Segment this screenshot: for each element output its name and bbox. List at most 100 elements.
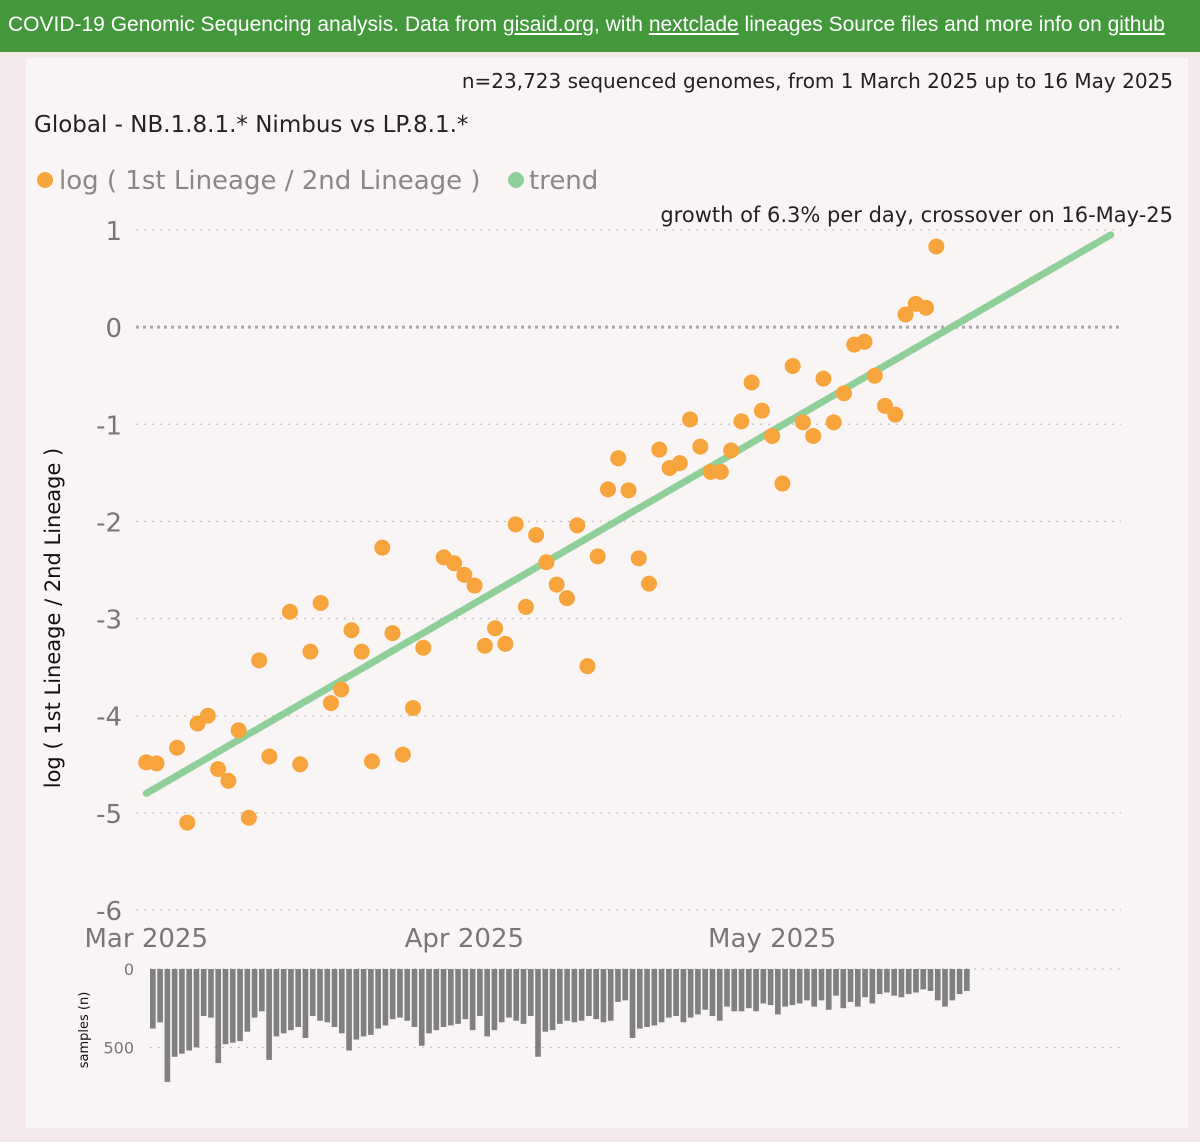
- banner-text-1: COVID-19 Genomic Sequencing analysis. Da…: [8, 13, 503, 36]
- data-point: [169, 739, 186, 756]
- data-point: [466, 577, 483, 594]
- data-point: [764, 427, 781, 444]
- data-point: [866, 367, 883, 384]
- sample-bar: [179, 969, 185, 1054]
- data-point: [723, 442, 740, 459]
- legend-points-label: log ( 1st Lineage / 2nd Lineage ): [59, 166, 481, 196]
- x-tick-label: Apr 2025: [405, 924, 524, 954]
- data-point: [805, 427, 822, 444]
- sample-bar: [426, 969, 432, 1034]
- sample-bar: [527, 969, 534, 1017]
- chart-panel: n=23,723 sequenced genomes, from 1 March…: [26, 58, 1188, 1128]
- sample-bar: [629, 969, 636, 1038]
- sample-bar: [578, 969, 585, 1021]
- scatter-points: [138, 238, 945, 831]
- sample-bar: [229, 969, 236, 1043]
- sample-bar: [738, 969, 745, 1012]
- sample-bar: [549, 969, 556, 1031]
- sample-bar: [266, 969, 272, 1060]
- data-point: [887, 406, 904, 423]
- sample-bar: [353, 969, 360, 1040]
- sample-bar: [157, 969, 163, 1023]
- sample-bar: [680, 969, 687, 1023]
- sample-bar: [498, 969, 505, 1023]
- sample-bar: [331, 969, 338, 1027]
- sample-bar: [913, 969, 919, 993]
- sample-bar: [535, 969, 541, 1057]
- sample-bar: [237, 969, 243, 1042]
- data-point: [302, 643, 319, 660]
- nextclade-link[interactable]: nextclade: [648, 13, 739, 36]
- sample-bar: [259, 969, 265, 1012]
- data-point: [620, 482, 637, 499]
- banner-text-3: lineages Source files and more info on: [738, 13, 1108, 36]
- data-point: [148, 755, 165, 772]
- sample-bar: [244, 969, 251, 1032]
- data-point: [240, 809, 257, 826]
- growth-annotation: growth of 6.3% per day, crossover on 16-…: [660, 203, 1173, 227]
- sample-bar: [789, 969, 796, 1006]
- sample-bar: [760, 969, 767, 1004]
- sample-bar: [804, 969, 810, 1001]
- github-link[interactable]: github: [1107, 13, 1165, 36]
- sample-bar: [215, 969, 222, 1064]
- sample-bar: [208, 969, 214, 1018]
- sample-bar: [273, 969, 280, 1037]
- data-point: [292, 756, 309, 773]
- sample-bar: [840, 969, 847, 1009]
- bar-tick-label: 0: [124, 960, 134, 979]
- y-tick-label: 0: [105, 314, 122, 344]
- sample-bar: [673, 969, 679, 1017]
- bar-tick-labels: 0 500: [103, 960, 134, 1057]
- data-point: [815, 370, 832, 387]
- legend-trend-label: trend: [529, 166, 598, 196]
- x-tick-labels: Mar 2025 Apr 2025 May 2025: [85, 924, 837, 954]
- sample-bar: [506, 969, 512, 1018]
- sample-bar: [164, 969, 171, 1082]
- data-point: [179, 814, 196, 831]
- chart-svg: n=23,723 sequenced genomes, from 1 March…: [34, 69, 1173, 1082]
- sample-bar: [477, 969, 483, 1017]
- data-point: [476, 637, 493, 654]
- data-point: [374, 539, 391, 556]
- sample-bar: [542, 969, 549, 1032]
- sample-bar: [520, 969, 527, 1024]
- legend-trend-marker: [508, 172, 524, 188]
- sample-bar: [571, 969, 578, 1023]
- sample-bar: [709, 969, 716, 1017]
- data-point: [784, 358, 801, 374]
- data-point: [199, 707, 216, 724]
- sample-bar: [782, 969, 788, 1007]
- gisaid-link[interactable]: gisaid.org: [502, 13, 594, 36]
- data-point: [794, 414, 811, 431]
- data-point: [558, 590, 575, 607]
- sample-bar: [905, 969, 912, 995]
- trend-line: [142, 231, 1115, 797]
- data-point: [733, 413, 750, 430]
- y-tick-label: 1: [105, 217, 122, 247]
- sample-bar: [745, 969, 752, 1009]
- sample-bar: [949, 969, 956, 1001]
- data-point: [671, 455, 688, 472]
- data-point: [569, 517, 586, 534]
- data-point: [579, 658, 596, 675]
- legend-points-marker: [37, 172, 53, 188]
- sample-bar: [811, 969, 818, 1007]
- y-tick-label: -1: [96, 411, 122, 441]
- title-banner: COVID-19 Genomic Sequencing analysis. Da…: [0, 0, 1200, 52]
- sample-bar: [280, 969, 287, 1034]
- sample-bar: [622, 969, 629, 1001]
- data-point: [630, 550, 647, 567]
- data-point: [918, 299, 935, 316]
- chart-title: Global - NB.1.8.1.* Nimbus vs LP.8.1.*: [34, 112, 468, 138]
- data-point: [517, 598, 534, 615]
- sample-bar: [389, 969, 396, 1020]
- sample-bar: [942, 969, 948, 1007]
- sample-bar: [295, 969, 302, 1027]
- sample-bar: [375, 969, 381, 1029]
- sample-bar: [564, 969, 570, 1021]
- data-point: [928, 238, 945, 255]
- sample-bar: [171, 969, 178, 1057]
- sample-bar: [702, 969, 709, 1010]
- sample-bar: [796, 969, 803, 1004]
